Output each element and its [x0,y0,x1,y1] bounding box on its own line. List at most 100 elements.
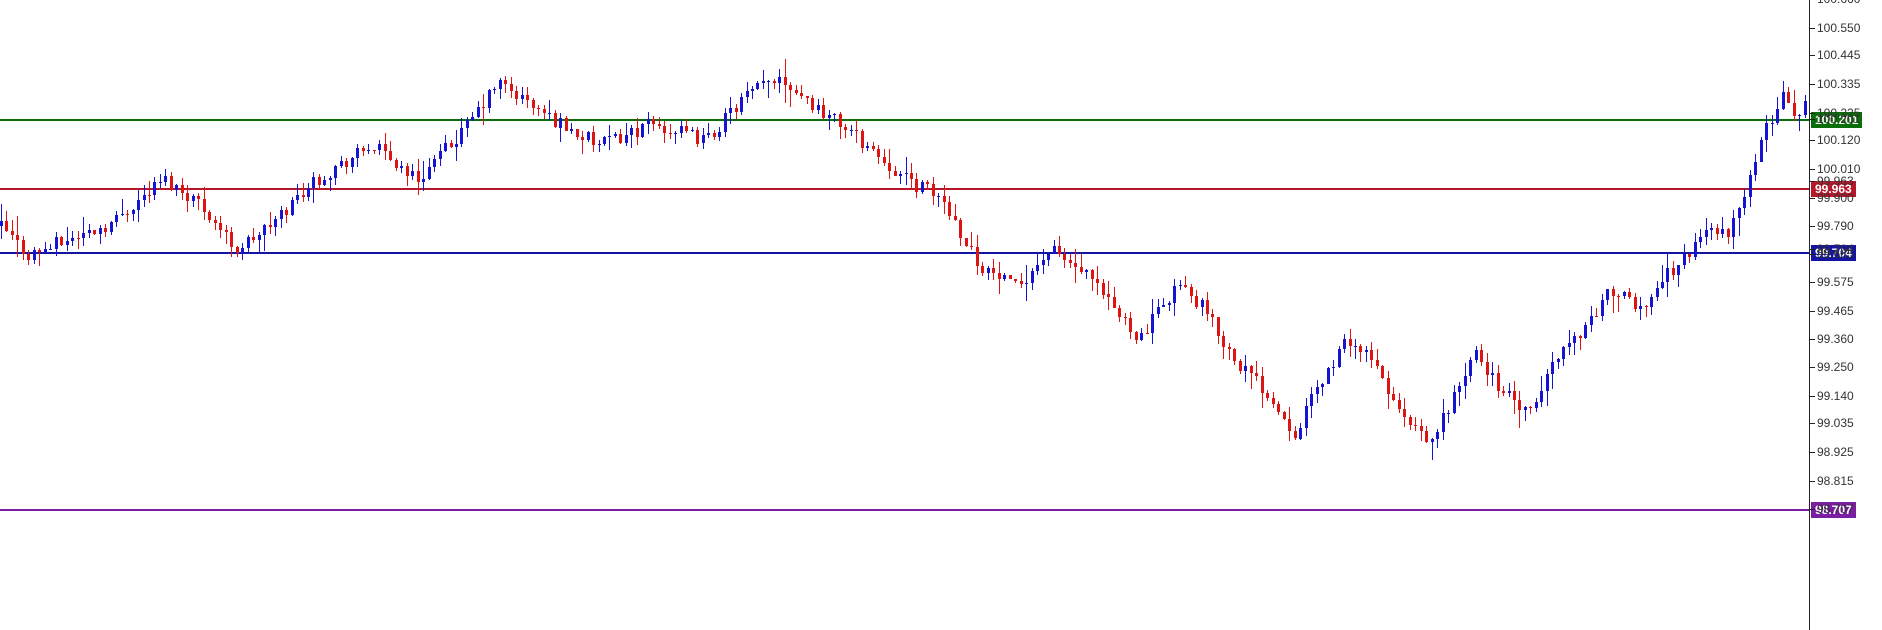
candlestick-body-142 [778,77,781,83]
candlestick-body-90 [493,89,496,90]
candlestick-body-28 [153,182,156,195]
candlestick-body-120 [658,124,661,126]
y-axis-tick-label-17: 100.225 [1817,106,1860,120]
candlestick-body-297 [1628,292,1631,298]
candlestick-body-25 [137,200,140,210]
candlestick-body-118 [647,119,650,124]
candlestick-body-128 [702,135,705,144]
candlestick-body-13 [71,238,74,241]
candlestick-body-192 [1053,246,1056,255]
y-axis-tick-14 [1809,169,1815,170]
candlestick-body-329 [1804,101,1807,115]
candlestick-wick-120 [659,117,660,129]
candlestick-body-10 [55,237,58,248]
y-axis-tick-label-5: 99.250 [1817,360,1854,374]
candlestick-body-15 [82,233,85,239]
candlestick-body-277 [1518,400,1521,410]
candlestick-wick-140 [768,80,769,98]
candlestick-wick-109 [599,140,600,151]
candlestick-body-295 [1617,296,1620,297]
candlestick-body-265 [1453,392,1456,413]
candlestick-body-160 [877,149,880,157]
candlestick-body-2 [11,231,14,235]
candlestick-body-20 [110,222,113,232]
candlestick-body-253 [1387,378,1390,394]
candlestick-body-23 [126,214,129,215]
candlestick-body-179 [981,266,984,273]
candlestick-body-7 [38,250,41,251]
candlestick-body-173 [948,202,951,217]
y-axis-tick-1 [1809,481,1815,482]
candlestick-body-97 [532,100,535,108]
candlestick-body-227 [1244,366,1247,371]
candlestick-body-65 [356,148,359,158]
candlestick-body-114 [625,135,628,143]
candlestick-body-141 [773,81,776,83]
candlestick-body-81 [444,143,447,150]
candlestick-body-50 [274,219,277,227]
candlestick-body-159 [872,146,875,149]
y-axis-tick-label-4: 99.140 [1817,389,1854,403]
candlestick-body-324 [1776,109,1779,123]
candlestick-body-162 [888,163,891,171]
candlestick-body-26 [143,195,146,201]
candlestick-body-67 [367,150,370,151]
candlestick-body-110 [603,137,606,144]
candlestick-body-224 [1228,347,1231,349]
candlestick-body-325 [1782,92,1785,109]
candlestick-body-106 [581,137,584,140]
candlestick-body-133 [729,108,732,113]
candlestick-wick-249 [1366,346,1367,362]
price-chart: 100.201 99.963 99.704 98.707 98.707 98.81… [0,0,1882,630]
candlestick-body-206 [1129,318,1132,332]
candlestick-wick-129 [708,123,709,137]
y-axis-tick-label-15: 100.120 [1817,133,1860,147]
candlestick-body-16 [88,230,91,233]
candlestick-body-68 [373,150,376,151]
candlestick-body-218 [1195,296,1198,307]
candlestick-body-156 [855,130,858,131]
candlestick-body-320 [1754,162,1757,175]
candlestick-body-259 [1420,426,1423,430]
candlestick-body-211 [1157,307,1160,314]
candlestick-body-282 [1546,374,1549,391]
candlestick-wick-106 [582,131,583,155]
candlestick-body-92 [504,80,507,84]
y-axis-tick-19 [1809,55,1815,56]
y-axis-tick-11 [1809,226,1815,227]
candlestick-body-148 [811,98,814,110]
candlestick-body-190 [1042,260,1045,264]
candlestick-body-84 [460,128,463,144]
candlestick-wick-156 [856,120,857,144]
candlestick-body-323 [1771,123,1774,124]
candlestick-body-30 [164,176,167,182]
candlestick-body-56 [307,188,310,198]
y-axis-tick-8 [1809,282,1815,283]
candlestick-wick-67 [368,144,369,154]
candlestick-wick-46 [253,228,254,243]
candlestick-body-268 [1469,360,1472,376]
candlestick-body-14 [77,238,80,239]
candlestick-body-116 [636,128,639,136]
candlestick-body-58 [318,177,321,185]
candlestick-body-125 [685,126,688,131]
candlestick-body-191 [1047,254,1050,260]
candlestick-wick-88 [483,94,484,125]
candlestick-body-87 [477,107,480,117]
candlestick-body-153 [839,114,842,127]
candlestick-body-96 [526,95,529,100]
y-axis-tick-label-21: 100.660 [1817,0,1860,6]
candlestick-body-55 [302,195,305,197]
y-axis-tick-9 [1809,254,1815,255]
candlestick-wick-165 [906,157,907,185]
candlestick-body-264 [1447,413,1450,414]
candlestick-wick-36 [198,193,199,210]
candlestick-body-181 [992,268,995,273]
candlestick-body-165 [905,173,908,174]
candlestick-body-89 [488,90,491,108]
candlestick-body-171 [937,196,940,197]
y-axis-tick-label-19: 100.445 [1817,48,1860,62]
candlestick-body-76 [417,171,420,182]
candlestick-body-284 [1557,359,1560,361]
candlestick-body-151 [828,115,831,118]
